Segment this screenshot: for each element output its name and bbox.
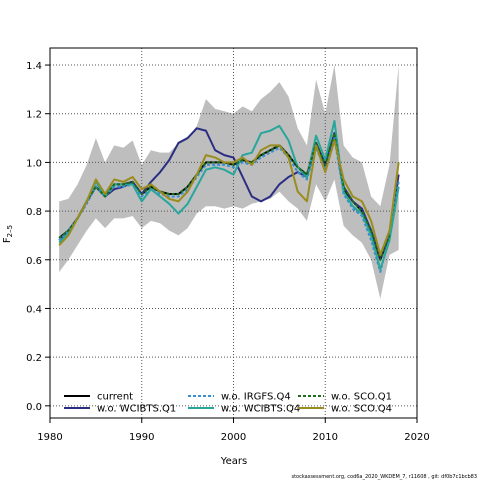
legend-label: w.o. SCO.Q1 xyxy=(331,392,392,403)
legend-label: w.o. WCIBTS.Q4 xyxy=(221,404,300,415)
legend-label: w.o. WCIBTS.Q1 xyxy=(97,404,176,415)
x-tick-label: 2010 xyxy=(313,432,338,443)
series-line-3 xyxy=(58,137,400,273)
x-tick-label: 1990 xyxy=(129,432,154,443)
y-tick-label: 1.4 xyxy=(26,61,42,72)
x-tick-label: 1980 xyxy=(37,432,62,443)
legend-label: w.o. SCO.Q4 xyxy=(331,404,392,415)
y-tick-label: 0.2 xyxy=(26,353,42,364)
y-tick-label: 0.0 xyxy=(26,402,42,413)
legend-label: current xyxy=(97,392,133,403)
y-tick-label: 1.2 xyxy=(26,110,42,121)
confidence-band xyxy=(59,65,399,299)
footer-credit: stockassessment.org, cod6a_2020_WKDEM_7,… xyxy=(291,474,477,480)
x-tick-label: 2020 xyxy=(404,432,429,443)
y-axis-label-main: F xyxy=(2,237,13,243)
y-tick-label: 0.6 xyxy=(26,256,42,267)
legend-label: w.o. IRGFS.Q4 xyxy=(221,392,291,403)
x-axis-label: Years xyxy=(220,456,247,467)
y-tick-label: 0.8 xyxy=(26,207,42,218)
series-line-6 xyxy=(58,139,400,256)
y-tick-label: 0.4 xyxy=(26,304,42,315)
x-tick-label: 2000 xyxy=(221,432,246,443)
y-axis-label: F2–5 xyxy=(2,225,14,243)
y-axis-label-sub: 2–5 xyxy=(6,225,14,237)
y-tick-label: 1.0 xyxy=(26,158,42,169)
